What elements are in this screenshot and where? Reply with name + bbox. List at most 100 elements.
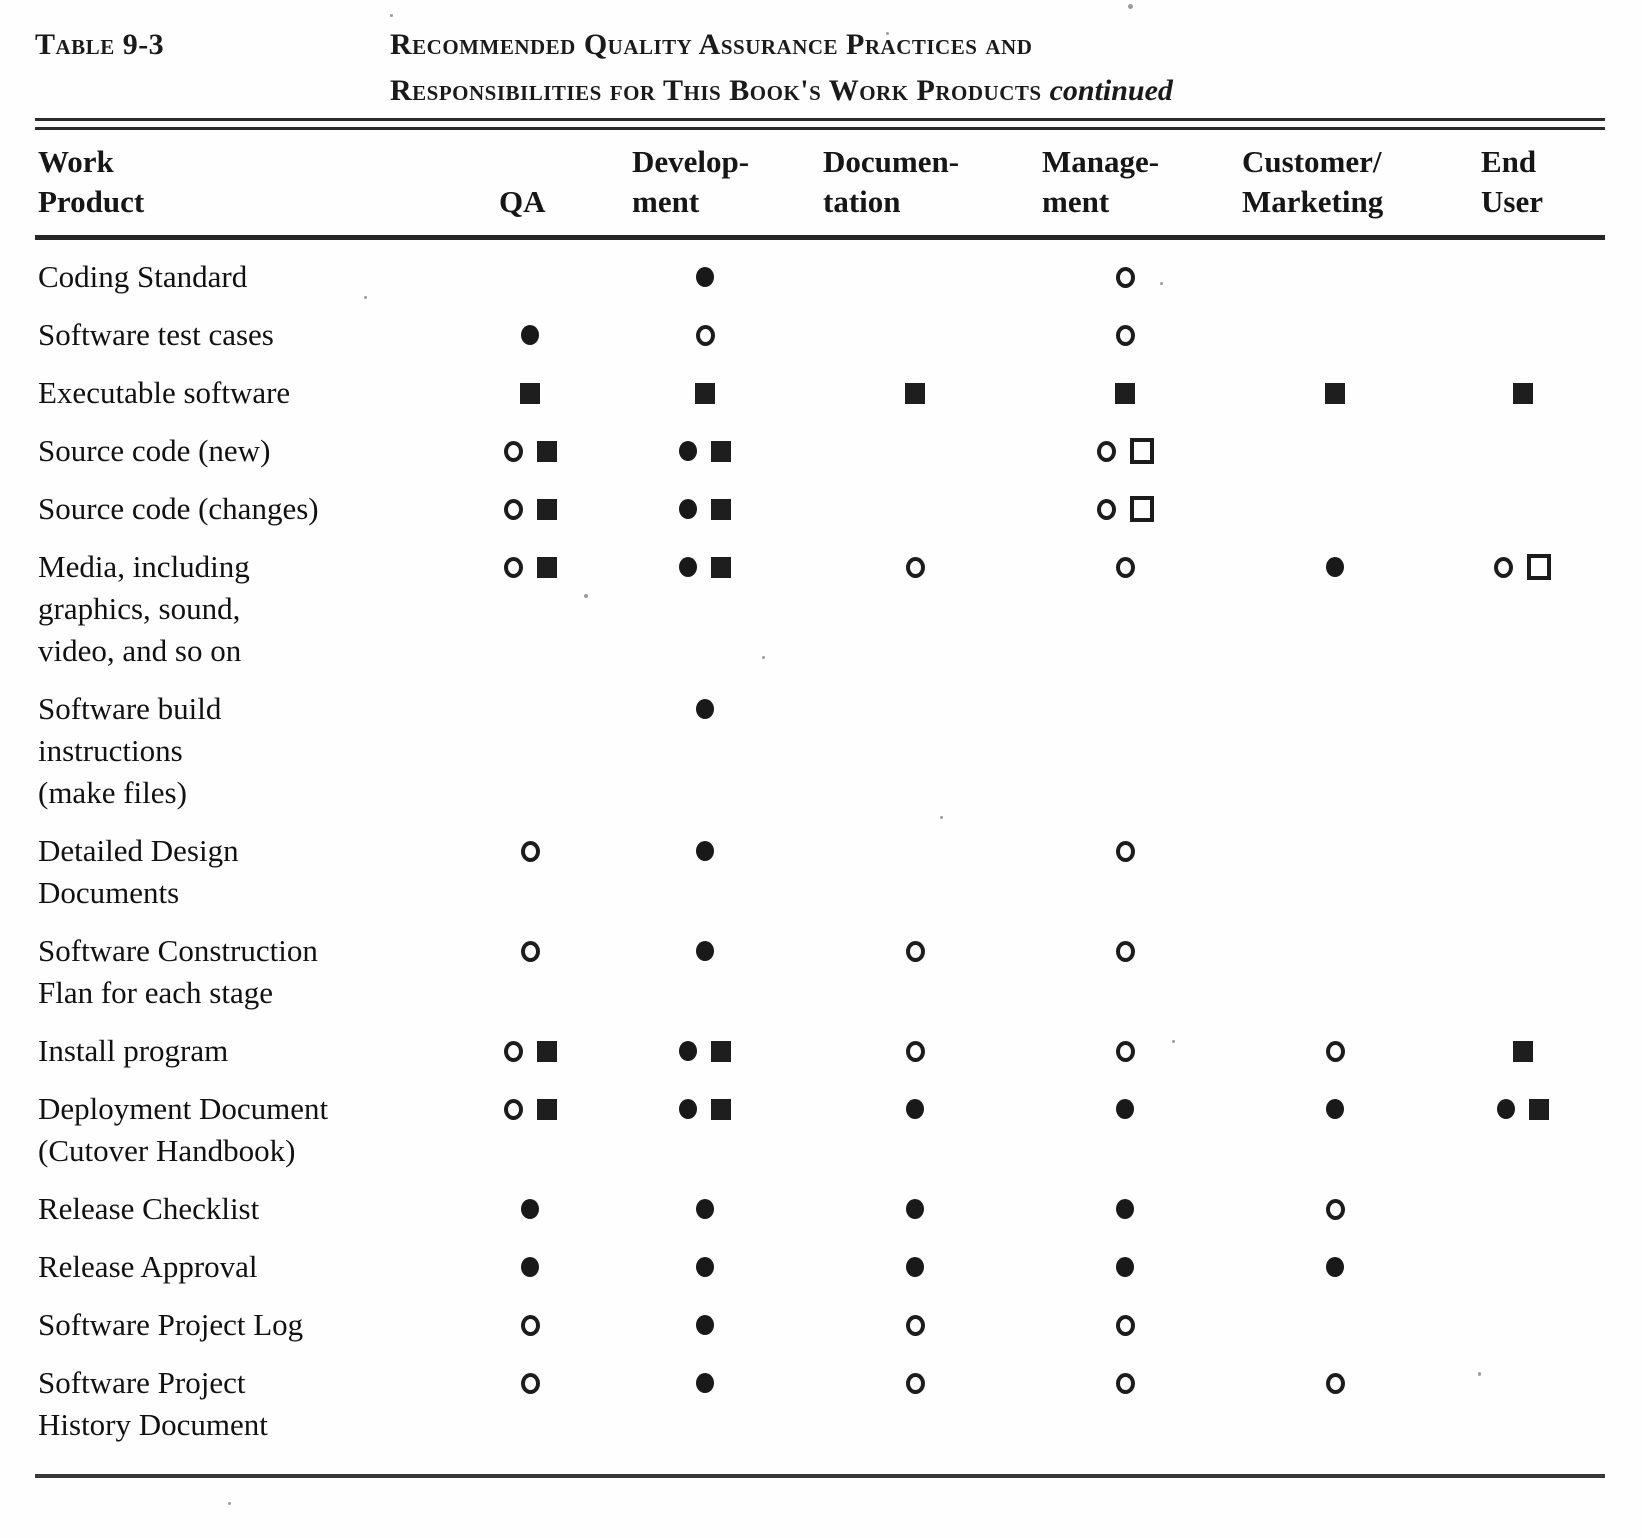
table-label: Table 9-3: [35, 28, 165, 61]
cell-development: [600, 298, 810, 356]
cell-documentation: [810, 1230, 1020, 1288]
open-circle-icon: [503, 440, 523, 462]
table-row: Software Project History Document: [35, 1346, 1605, 1446]
open-square-icon: [1527, 554, 1551, 580]
cell-development: [600, 1072, 810, 1172]
scan-speck: [584, 594, 588, 598]
column-header-management: Manage-ment: [1020, 130, 1230, 240]
symbol-group: [1020, 930, 1230, 972]
cell-documentation: [810, 238, 1020, 299]
table-row: Install program: [35, 1014, 1605, 1072]
cell-qa: [460, 1172, 600, 1230]
cell-qa: [460, 530, 600, 672]
symbol-group: [1440, 1188, 1605, 1230]
filled-circle-icon: [1326, 557, 1344, 577]
open-circle-icon: [1494, 556, 1513, 578]
work-product-name: Source code (new): [35, 414, 460, 472]
symbol-group: [1440, 430, 1605, 472]
cell-end_user: [1440, 814, 1605, 914]
symbol-group: [1230, 1188, 1440, 1230]
cell-development: [600, 672, 810, 814]
filled-circle-icon: [696, 699, 714, 719]
filled-square-icon: [905, 382, 925, 404]
symbol-group: [460, 930, 600, 972]
cell-qa: [460, 414, 600, 472]
scan-speck: [364, 296, 367, 299]
scan-speck: [1172, 1040, 1175, 1043]
column-header-line: Develop-: [632, 144, 750, 179]
cell-management: [1020, 238, 1230, 299]
column-header-line: Manage-: [1042, 144, 1160, 179]
cell-end_user: [1440, 914, 1605, 1014]
work-product-line: Software Project: [38, 1365, 246, 1400]
scan-speck: [390, 14, 393, 17]
cell-development: [600, 472, 810, 530]
table-row: Software test cases: [35, 298, 1605, 356]
table-row: Deployment Document (Cutover Handbook): [35, 1072, 1605, 1172]
open-circle-icon: [1115, 556, 1135, 578]
symbol-group: [1020, 314, 1230, 356]
filled-circle-icon: [679, 1041, 697, 1061]
cell-qa: [460, 1288, 600, 1346]
cell-qa: [460, 472, 600, 530]
column-header-line: Product: [38, 184, 145, 219]
symbol-group: [1440, 1246, 1605, 1288]
open-circle-icon: [1115, 266, 1135, 288]
cell-development: [600, 1288, 810, 1346]
column-header-documentation: Documen-tation: [810, 130, 1020, 240]
cell-customer_marketing: [1230, 672, 1440, 814]
open-circle-icon: [1325, 1198, 1345, 1220]
symbol-group: [1230, 546, 1440, 588]
cell-management: [1020, 356, 1230, 414]
open-circle-icon: [1325, 1372, 1345, 1394]
work-product-line: Media, including: [38, 549, 250, 584]
symbol-group: [1020, 1362, 1230, 1404]
work-product-line: instructions: [38, 733, 183, 768]
symbol-group: [810, 488, 1020, 530]
column-header-product: Work Product: [35, 130, 460, 240]
symbol-group: [1440, 256, 1605, 298]
filled-circle-icon: [1116, 1099, 1134, 1119]
filled-circle-icon: [521, 1257, 539, 1277]
scan-speck: [762, 656, 765, 659]
work-product-line: (make files): [38, 775, 187, 810]
column-header-line: Work: [38, 144, 114, 179]
open-circle-icon: [1115, 940, 1135, 962]
scan-speck: [886, 32, 889, 35]
cell-end_user: [1440, 1230, 1605, 1288]
column-header-line: User: [1481, 184, 1543, 219]
symbol-group: [460, 372, 600, 414]
work-product-line: Release Approval: [38, 1249, 258, 1284]
work-product-line: Install program: [38, 1033, 229, 1068]
scan-speck: [1160, 282, 1163, 285]
symbol-group: [1020, 430, 1230, 472]
work-product-line: Release Checklist: [38, 1191, 260, 1226]
table-row: Media, including graphics, sound, video, a…: [35, 530, 1605, 672]
symbol-group: [600, 546, 810, 588]
filled-circle-icon: [1496, 1099, 1515, 1119]
cell-development: [600, 1172, 810, 1230]
column-header-line: ment: [1042, 184, 1110, 219]
open-square-icon: [1129, 438, 1154, 464]
open-circle-icon: [1096, 498, 1116, 520]
work-product-name: Deployment Document (Cutover Handbook): [35, 1072, 460, 1172]
table-title: Recommended Quality Assurance Practices …: [390, 22, 1173, 114]
work-product-line: Executable software: [38, 375, 291, 410]
filled-circle-icon: [679, 499, 697, 519]
cell-end_user: [1440, 1346, 1605, 1446]
symbol-group: [460, 430, 600, 472]
cell-customer_marketing: [1230, 1172, 1440, 1230]
symbol-group: [1230, 1030, 1440, 1072]
work-product-name: Software Project History Document: [35, 1346, 460, 1446]
cell-management: [1020, 914, 1230, 1014]
cell-qa: [460, 298, 600, 356]
column-header-line: tation: [823, 184, 901, 219]
cell-documentation: [810, 814, 1020, 914]
work-product-name: Source code (changes): [35, 472, 460, 530]
symbol-group: [1440, 314, 1605, 356]
filled-square-icon: [536, 556, 557, 578]
open-circle-icon: [905, 1040, 925, 1062]
filled-square-icon: [536, 498, 557, 520]
column-header-line: End: [1481, 144, 1537, 179]
filled-square-icon: [536, 1040, 557, 1062]
